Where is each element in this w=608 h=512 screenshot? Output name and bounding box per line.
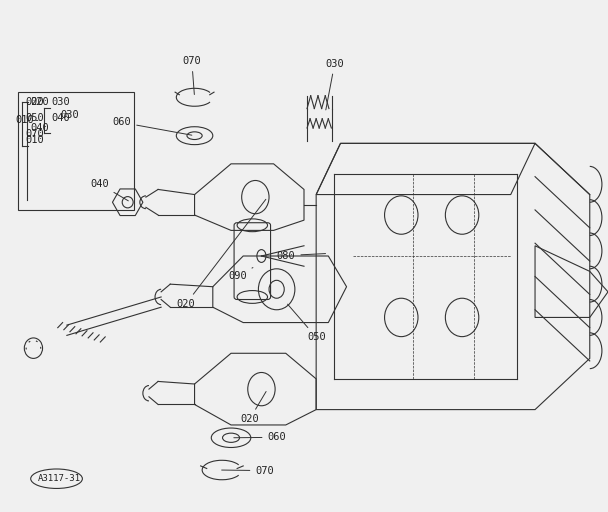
Text: A3117-31: A3117-31 — [38, 474, 81, 483]
Text: 020: 020 — [240, 392, 266, 424]
Text: 090: 090 — [228, 268, 253, 281]
Text: 050: 050 — [26, 113, 44, 123]
Text: 020: 020 — [30, 97, 49, 107]
Text: 070: 070 — [222, 465, 274, 476]
Text: 030: 030 — [325, 58, 344, 110]
Text: 070: 070 — [182, 56, 201, 95]
Text: 010-: 010- — [15, 115, 40, 125]
Text: 040: 040 — [90, 179, 128, 201]
Text: 040: 040 — [51, 113, 70, 123]
Text: 010: 010 — [26, 135, 44, 145]
Text: 040: 040 — [30, 122, 49, 133]
Text: 080: 080 — [277, 250, 325, 261]
Text: 050: 050 — [288, 304, 326, 343]
Text: 020: 020 — [176, 199, 266, 309]
Text: 060: 060 — [112, 117, 192, 135]
Text: 020: 020 — [26, 97, 44, 107]
Text: 060: 060 — [234, 432, 286, 442]
Text: 030: 030 — [61, 110, 80, 120]
Text: 030: 030 — [51, 97, 70, 107]
Text: 070: 070 — [26, 129, 44, 139]
